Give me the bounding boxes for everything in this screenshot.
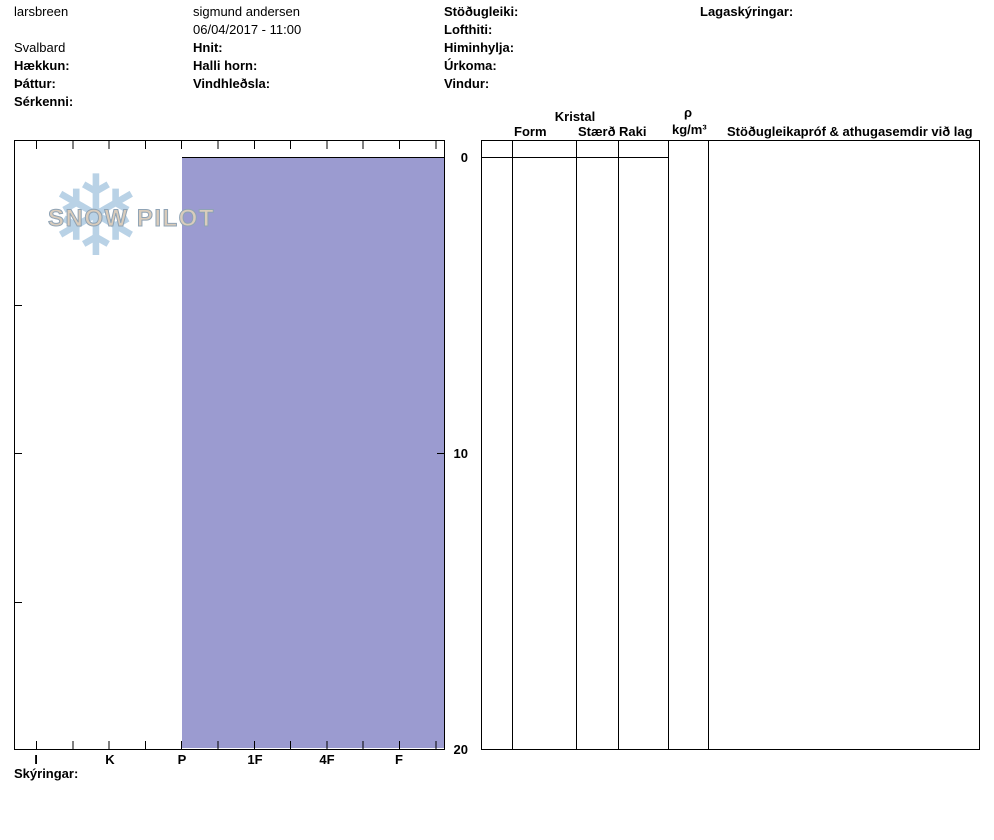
layers-table xyxy=(481,140,980,750)
form-column-header: Form xyxy=(514,124,547,139)
density-unit-header: kg/m³ xyxy=(672,122,707,137)
snow-layer-bar xyxy=(182,157,444,748)
observation-datetime: 06/04/2017 - 11:00 xyxy=(193,22,302,37)
snowflake-icon: ❄ xyxy=(49,154,143,279)
hardness-label-P: P xyxy=(177,752,187,767)
label-wind-loading: Vindhleðsla: xyxy=(193,76,271,91)
label-layer-notes: Lagaskýringar: xyxy=(700,4,794,19)
label-precipitation: Úrkoma: xyxy=(444,58,497,73)
hardness-label-F: F xyxy=(395,752,403,767)
depth-tick xyxy=(15,602,22,603)
label-slope-angle: Halli horn: xyxy=(193,58,258,73)
depth-label-20: 20 xyxy=(453,742,468,757)
hardness-profile-chart: ❄ SNOW PILOT xyxy=(14,140,445,750)
label-special: Sérkenni: xyxy=(14,94,74,109)
moisture-column-header: Raki xyxy=(619,124,647,139)
column-divider xyxy=(708,141,709,749)
column-divider xyxy=(668,141,669,749)
comments-label: Skýringar: xyxy=(14,766,79,781)
tests-column-header: Stöðugleikapróf & athugasemdir við lag xyxy=(727,124,973,139)
logo-text: SNOW PILOT xyxy=(48,205,215,233)
depth-tick xyxy=(437,453,444,454)
column-divider xyxy=(576,141,577,749)
hardness-ticks-bottom xyxy=(36,741,437,749)
region-name: Svalbard xyxy=(14,40,66,55)
kristal-group-header: Kristal xyxy=(554,109,596,124)
hardness-label-4F: 4F xyxy=(319,752,335,767)
hardness-ticks-top xyxy=(36,141,437,149)
depth-label-10: 10 xyxy=(453,446,468,461)
label-wind: Vindur: xyxy=(444,76,490,91)
hardness-label-I: I xyxy=(34,752,38,767)
density-symbol-header: ρ xyxy=(684,105,693,120)
label-stability: Stöðugleiki: xyxy=(444,4,519,19)
label-aspect: Þáttur: xyxy=(14,76,56,91)
label-coordinates: Hnit: xyxy=(193,40,223,55)
column-divider xyxy=(512,141,513,749)
depth-tick xyxy=(15,453,22,454)
depth-label-0: 0 xyxy=(460,150,468,165)
observer-name: sigmund andersen xyxy=(193,4,300,19)
label-air-temp: Lofthiti: xyxy=(444,22,493,37)
size-column-header: Stærð xyxy=(578,124,616,139)
hardness-label-1F: 1F xyxy=(247,752,263,767)
depth-tick xyxy=(437,157,444,158)
hardness-label-K: K xyxy=(105,752,115,767)
label-sky-cover: Himinhylja: xyxy=(444,40,515,55)
label-elevation: Hækkun: xyxy=(14,58,70,73)
depth-tick xyxy=(15,305,22,306)
surface-line xyxy=(482,157,668,158)
column-divider xyxy=(618,141,619,749)
site-name: larsbreen xyxy=(14,4,69,19)
